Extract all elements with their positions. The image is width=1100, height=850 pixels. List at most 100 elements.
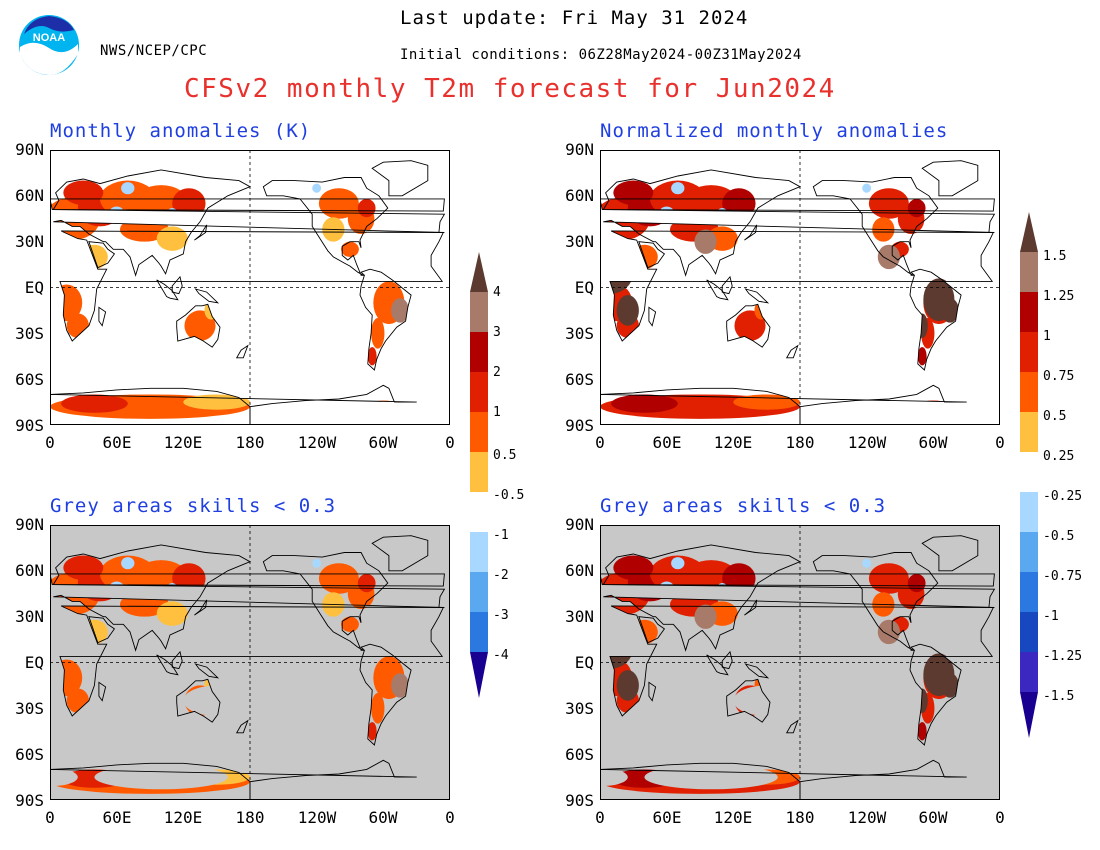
anomaly-patch <box>156 601 188 626</box>
lat-label: EQ <box>574 653 594 672</box>
colorbar-swatch <box>1020 652 1038 692</box>
lon-label: 120E <box>163 433 203 452</box>
anomaly-patch <box>694 229 717 254</box>
anomaly-patch <box>616 295 639 326</box>
lon-label: 180 <box>785 433 815 452</box>
lat-label: EQ <box>24 278 44 297</box>
coastline <box>600 762 801 800</box>
map-bottom-left-svg <box>50 525 450 800</box>
lat-label: 90S <box>15 416 44 435</box>
lon-label: 0 <box>595 433 605 452</box>
anomaly-patch <box>862 558 872 568</box>
colorbar-swatch <box>1020 532 1038 572</box>
anomaly-patch <box>367 722 377 741</box>
lon-label: 60W <box>918 808 948 827</box>
colorbar-swatch <box>470 252 488 292</box>
lat-label: 60S <box>565 370 594 389</box>
colorbar-swatch <box>1020 492 1038 532</box>
colorbar-label: 1 <box>1043 329 1051 344</box>
colorbar-swatch <box>470 532 488 572</box>
colorbar-label: -2 <box>493 568 509 583</box>
map-frame <box>50 150 450 425</box>
anomaly-patch <box>341 616 359 632</box>
anomaly-patch <box>61 394 128 413</box>
coastline <box>744 288 770 304</box>
coastline <box>600 759 967 800</box>
colorbar-label: -0.75 <box>1043 569 1083 584</box>
coastline <box>52 544 446 652</box>
coastline <box>921 160 979 197</box>
colorbar-label: -0.25 <box>1043 489 1083 504</box>
coastline <box>59 605 445 717</box>
anomaly-patch <box>613 555 654 580</box>
map-top-left-svg <box>50 150 450 425</box>
coastline <box>726 678 771 723</box>
colorbar-label: 4 <box>493 285 501 300</box>
lon-label: 0 <box>45 433 55 452</box>
lat-label: 30N <box>565 232 594 251</box>
coastline <box>359 268 412 371</box>
lon-label: 60E <box>652 808 682 827</box>
coastline <box>706 279 729 301</box>
coastline <box>909 643 962 746</box>
coastline <box>156 279 179 301</box>
low-skill-mask <box>644 764 778 790</box>
anomaly-patch <box>611 394 678 413</box>
lat-label: 60N <box>15 561 44 580</box>
lat-label: EQ <box>574 278 594 297</box>
coastline <box>812 552 939 651</box>
lon-label: 120W <box>847 433 887 452</box>
lon-label: 60W <box>918 433 948 452</box>
colorbar-left <box>470 252 488 698</box>
coastline <box>726 303 771 348</box>
anomaly-patch <box>917 722 927 741</box>
coastline <box>359 643 412 746</box>
colorbar-swatch <box>1020 212 1038 252</box>
colorbar-label: -3 <box>493 608 509 623</box>
coastline <box>50 759 417 800</box>
map-frame <box>600 525 1000 800</box>
coastline <box>600 384 967 425</box>
coastline <box>600 198 995 212</box>
map-bottom-right <box>600 525 1000 800</box>
coastline <box>921 535 979 572</box>
lon-label: 60E <box>102 808 132 827</box>
coastline <box>262 552 389 651</box>
colorbar-label: 0.5 <box>493 448 517 463</box>
lat-label: 90N <box>565 515 594 534</box>
colorbar-swatch <box>470 332 488 372</box>
map-frame <box>50 525 450 800</box>
coastline <box>50 387 251 425</box>
map-bottom-right-svg <box>600 525 1000 800</box>
lat-label: 90N <box>15 140 44 159</box>
coastline <box>88 241 116 269</box>
lon-label: 120W <box>297 433 337 452</box>
initial-conditions: Initial conditions: 06Z28May2024-00Z31Ma… <box>400 47 802 63</box>
anomaly-patch <box>341 241 359 257</box>
lon-label: 120E <box>713 433 753 452</box>
lon-label: 180 <box>235 433 265 452</box>
lon-label: 0 <box>995 808 1005 827</box>
coastline <box>98 306 107 327</box>
lon-label: 60W <box>368 808 398 827</box>
anomaly-patch <box>367 347 377 366</box>
colorbar-swatch <box>470 372 488 412</box>
anomaly-patch <box>63 555 104 580</box>
anomaly-patch <box>671 557 685 570</box>
colorbar-swatch <box>470 412 488 452</box>
low-skill-mask <box>600 767 628 787</box>
anomaly-patch <box>694 604 717 629</box>
coastline <box>194 599 208 616</box>
coastline <box>638 241 666 269</box>
panel-title-bottom-left: Grey areas skills < 0.3 <box>50 495 337 517</box>
coastline <box>744 663 770 679</box>
lat-label: 60S <box>565 745 594 764</box>
panel-title-bottom-right: Grey areas skills < 0.3 <box>600 495 887 517</box>
lon-label: 0 <box>445 808 455 827</box>
anomaly-patch <box>613 180 654 205</box>
coastline <box>744 599 758 616</box>
anomaly-patch <box>156 226 188 251</box>
lon-label: 120W <box>297 808 337 827</box>
coastline <box>609 230 995 342</box>
coastline <box>744 224 758 241</box>
